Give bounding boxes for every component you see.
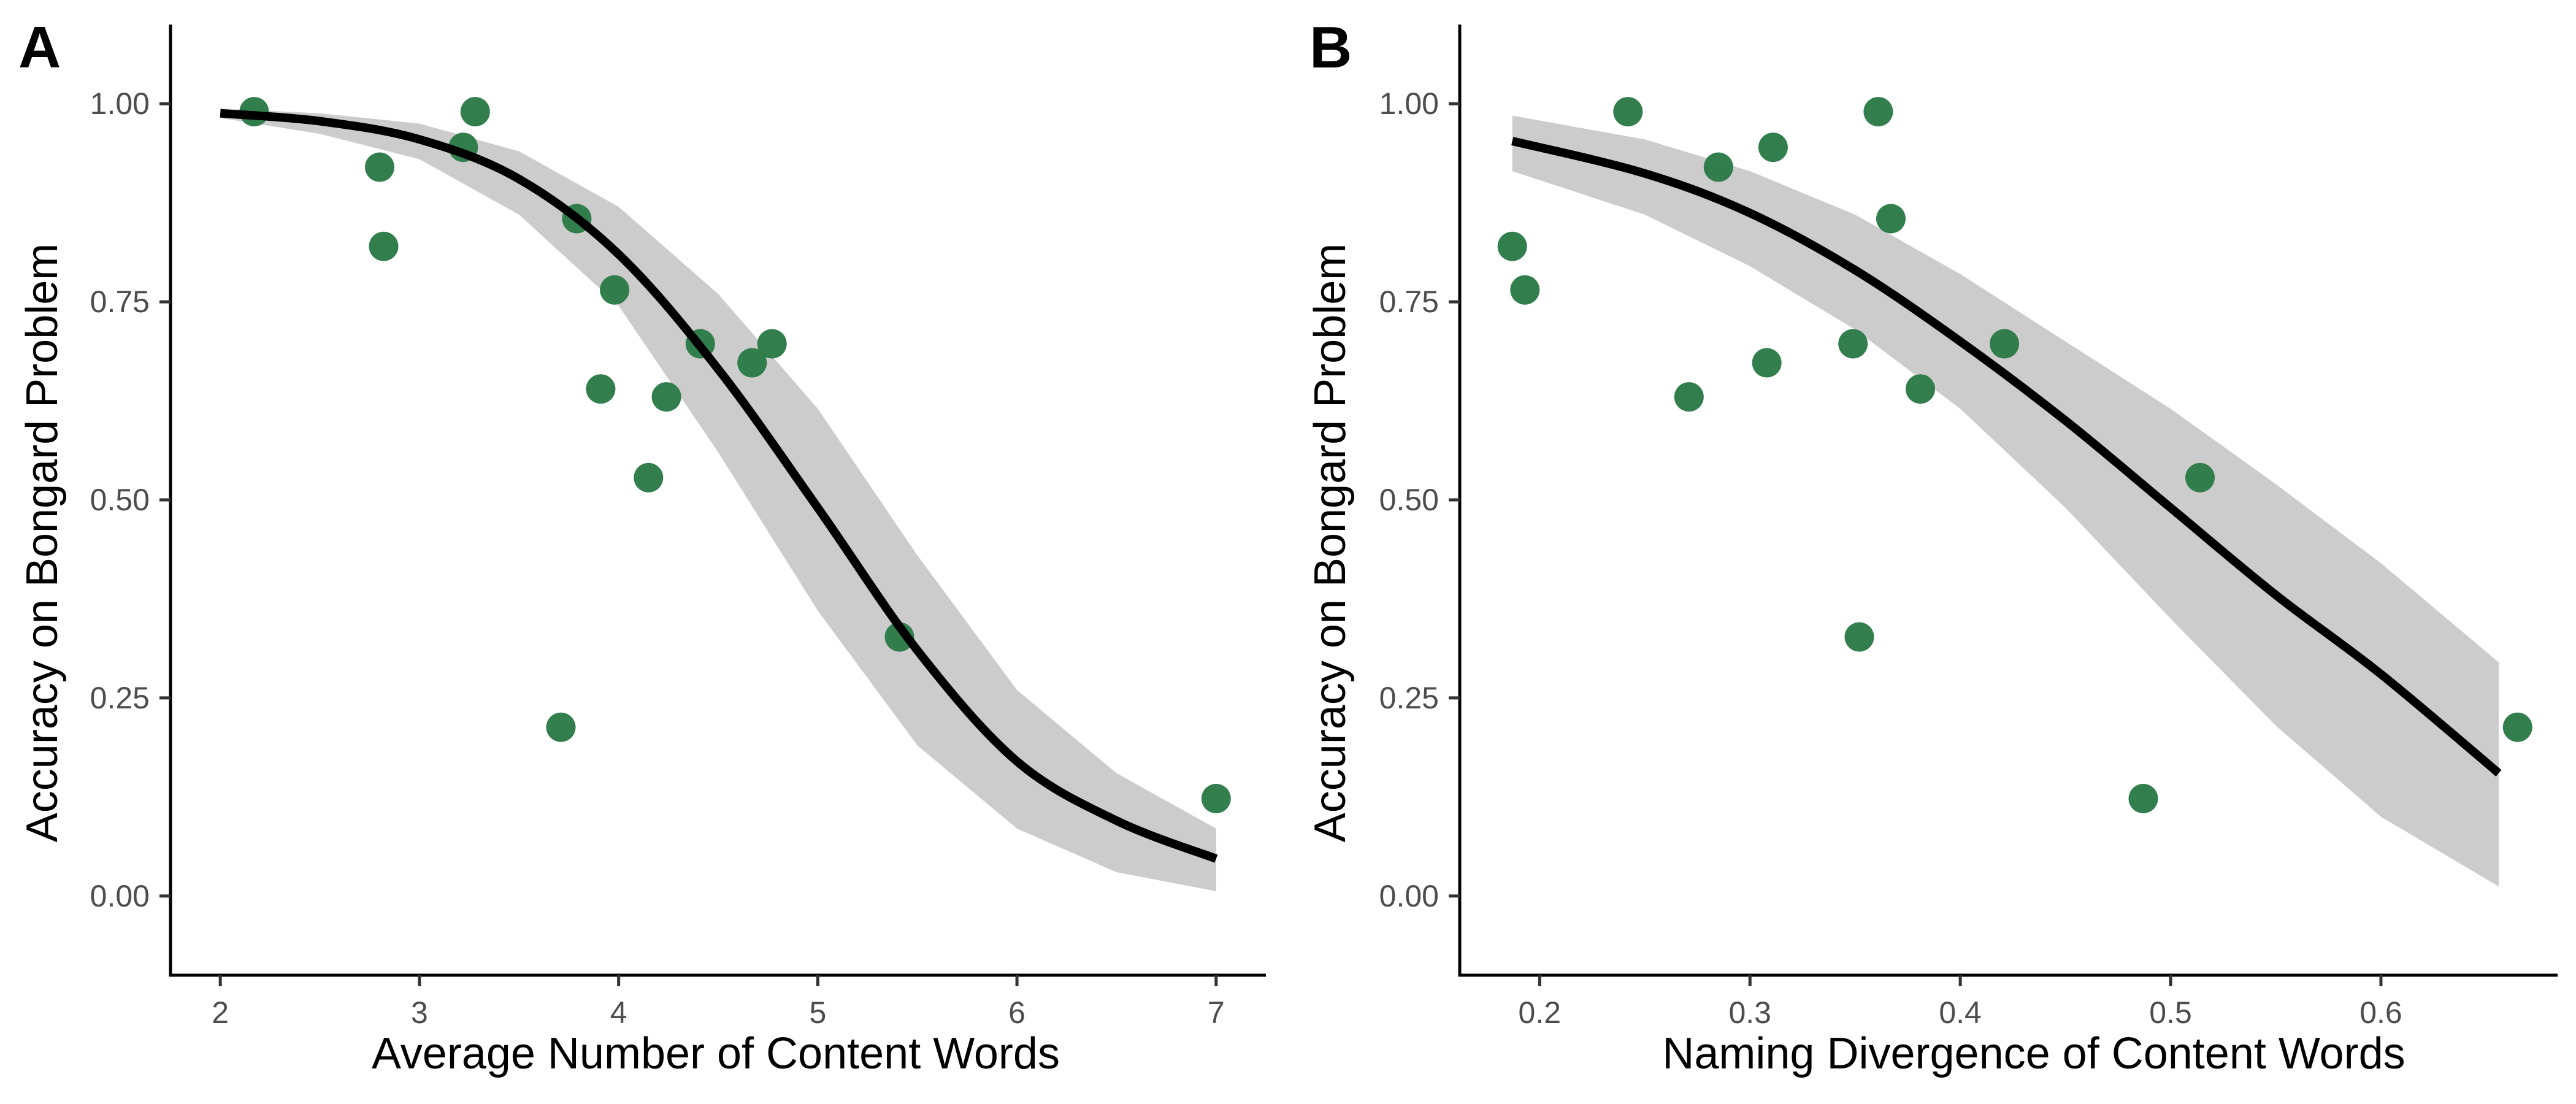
panel-b-data-point-1 [1497, 231, 1527, 261]
panel-a-x-tick-label: 3 [411, 995, 428, 1030]
panel-b: B Accuracy on Bongard Problem Naming Div… [1306, 15, 2558, 1078]
panel-b-data-point-11 [1876, 204, 1906, 234]
panel-a-x-axis-title: Average Number of Content Words [372, 1029, 1060, 1078]
panel-b-data-point-6 [1752, 348, 1782, 378]
panel-a-data-point-14 [757, 329, 787, 359]
panel-b-y-axis-title: Accuracy on Bongard Problem [1306, 243, 1355, 843]
panel-b-plot-area: 0.00 0.25 0.50 0.75 1.00 0.2 0.3 0.4 0.5 0.6 [1379, 25, 2558, 1030]
panel-a-data-point-13 [737, 348, 767, 378]
panel-a-x-tick-label: 6 [1008, 995, 1025, 1030]
panel-b-x-tick-label: 0.5 [2149, 995, 2192, 1030]
panel-b-y-tick-label: 0.00 [1379, 879, 1439, 913]
panel-b-data-point-4 [1674, 382, 1704, 412]
panel-b-x-tick-label: 0.6 [2359, 995, 2402, 1030]
panel-b-data-point-9 [1844, 622, 1874, 652]
panel-b-data-point-8 [1838, 329, 1868, 359]
panel-a-fit-line [220, 109, 1218, 863]
panel-b-data-point-5 [1703, 152, 1733, 182]
panel-b-data-point-3 [1613, 97, 1643, 127]
panel-b-data-point-7 [1758, 132, 1788, 163]
panel-a-data-point-2 [365, 152, 394, 182]
panel-b-data-point-13 [1990, 329, 2020, 359]
panel-a-x-tick-label: 2 [212, 995, 229, 1030]
panel-b-data-point-15 [2185, 462, 2215, 493]
panel-a-data-point-8 [586, 374, 616, 404]
panel-a-confidence-band [220, 108, 1216, 892]
panel-b-x-tick-label: 0.2 [1519, 995, 1562, 1030]
panel-b-y-tick-label: 1.00 [1379, 86, 1439, 121]
panel-a-data-point-6 [546, 712, 576, 742]
panel-b-data-point-16 [2502, 712, 2532, 742]
panel-a-data-point-3 [369, 231, 399, 261]
panel-a-x-tick-label: 4 [610, 995, 627, 1030]
panel-a: A Accuracy on Bongard Problem Average Nu… [18, 15, 1266, 1078]
panel-a-data-point-9 [600, 275, 630, 305]
panel-a-y-tick-label: 0.75 [90, 285, 150, 319]
panel-b-tag: B [1309, 15, 1352, 80]
panel-b-fit-line [1511, 137, 2502, 776]
panel-a-x-tick-label: 5 [809, 995, 826, 1030]
panel-b-data-point-2 [1510, 275, 1540, 305]
panel-b-data-point-10 [1863, 97, 1893, 127]
panel-a-data-point-11 [651, 382, 681, 412]
panel-b-confidence-band [1512, 115, 2499, 887]
panel-a-plot-area: 0.00 0.25 0.50 0.75 1.00 2 3 4 5 6 7 [90, 25, 1266, 1030]
panel-a-x-tick-label: 7 [1208, 995, 1225, 1030]
panel-b-x-axis-title: Naming Divergence of Content Words [1662, 1029, 2405, 1078]
panel-a-y-tick-label: 1.00 [90, 86, 150, 121]
panel-b-data-point-14 [2128, 784, 2158, 813]
panel-a-data-point-16 [1201, 784, 1231, 813]
panel-b-data-point-12 [1906, 374, 1935, 404]
panel-a-tag: A [18, 15, 61, 80]
panel-a-y-tick-label: 0.25 [90, 681, 150, 715]
panel-b-y-tick-label: 0.75 [1379, 285, 1439, 319]
panel-a-y-axis-title: Accuracy on Bongard Problem [18, 243, 67, 843]
panel-b-y-tick-label: 0.50 [1379, 483, 1439, 517]
panel-a-data-point-10 [634, 462, 664, 493]
panel-b-x-tick-label: 0.3 [1728, 995, 1771, 1030]
panel-b-y-tick-label: 0.25 [1379, 681, 1439, 715]
panel-a-data-point-5 [460, 97, 490, 127]
panel-b-x-tick-label: 0.4 [1939, 995, 1982, 1030]
panel-a-y-tick-label: 0.50 [90, 483, 150, 517]
panel-a-y-tick-label: 0.00 [90, 879, 150, 913]
